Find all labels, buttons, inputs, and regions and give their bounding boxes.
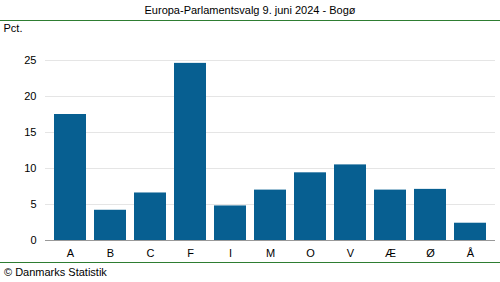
html-text:Europa-Parlamentsvalg 9. juni: Europa-Parlamentsvalg 9. juni 2024 - Bog… [144, 4, 356, 16]
svg-text:20: 20 [24, 90, 36, 102]
svg-text:V: V [347, 247, 355, 259]
svg-text:25: 25 [24, 54, 36, 66]
svg-text:0: 0 [30, 234, 36, 246]
svg-text:A: A [67, 247, 75, 259]
svg-text:O: O [306, 247, 315, 259]
svg-text:Pct.: Pct. [4, 22, 23, 34]
svg-text:Ø: Ø [426, 247, 435, 259]
svg-text:Æ: Æ [385, 247, 396, 259]
svg-text:10: 10 [24, 162, 36, 174]
svg-text:I: I [229, 247, 232, 259]
svg-text:M: M [266, 247, 275, 259]
svg-text:C: C [147, 247, 155, 259]
svg-text:5: 5 [30, 198, 36, 210]
svg-text:15: 15 [24, 126, 36, 138]
svg-text:F: F [187, 247, 194, 259]
svg-text:Å: Å [467, 247, 475, 259]
html-text:© Danmarks Statistik: © Danmarks Statistik [4, 266, 107, 278]
svg-text:B: B [107, 247, 114, 259]
